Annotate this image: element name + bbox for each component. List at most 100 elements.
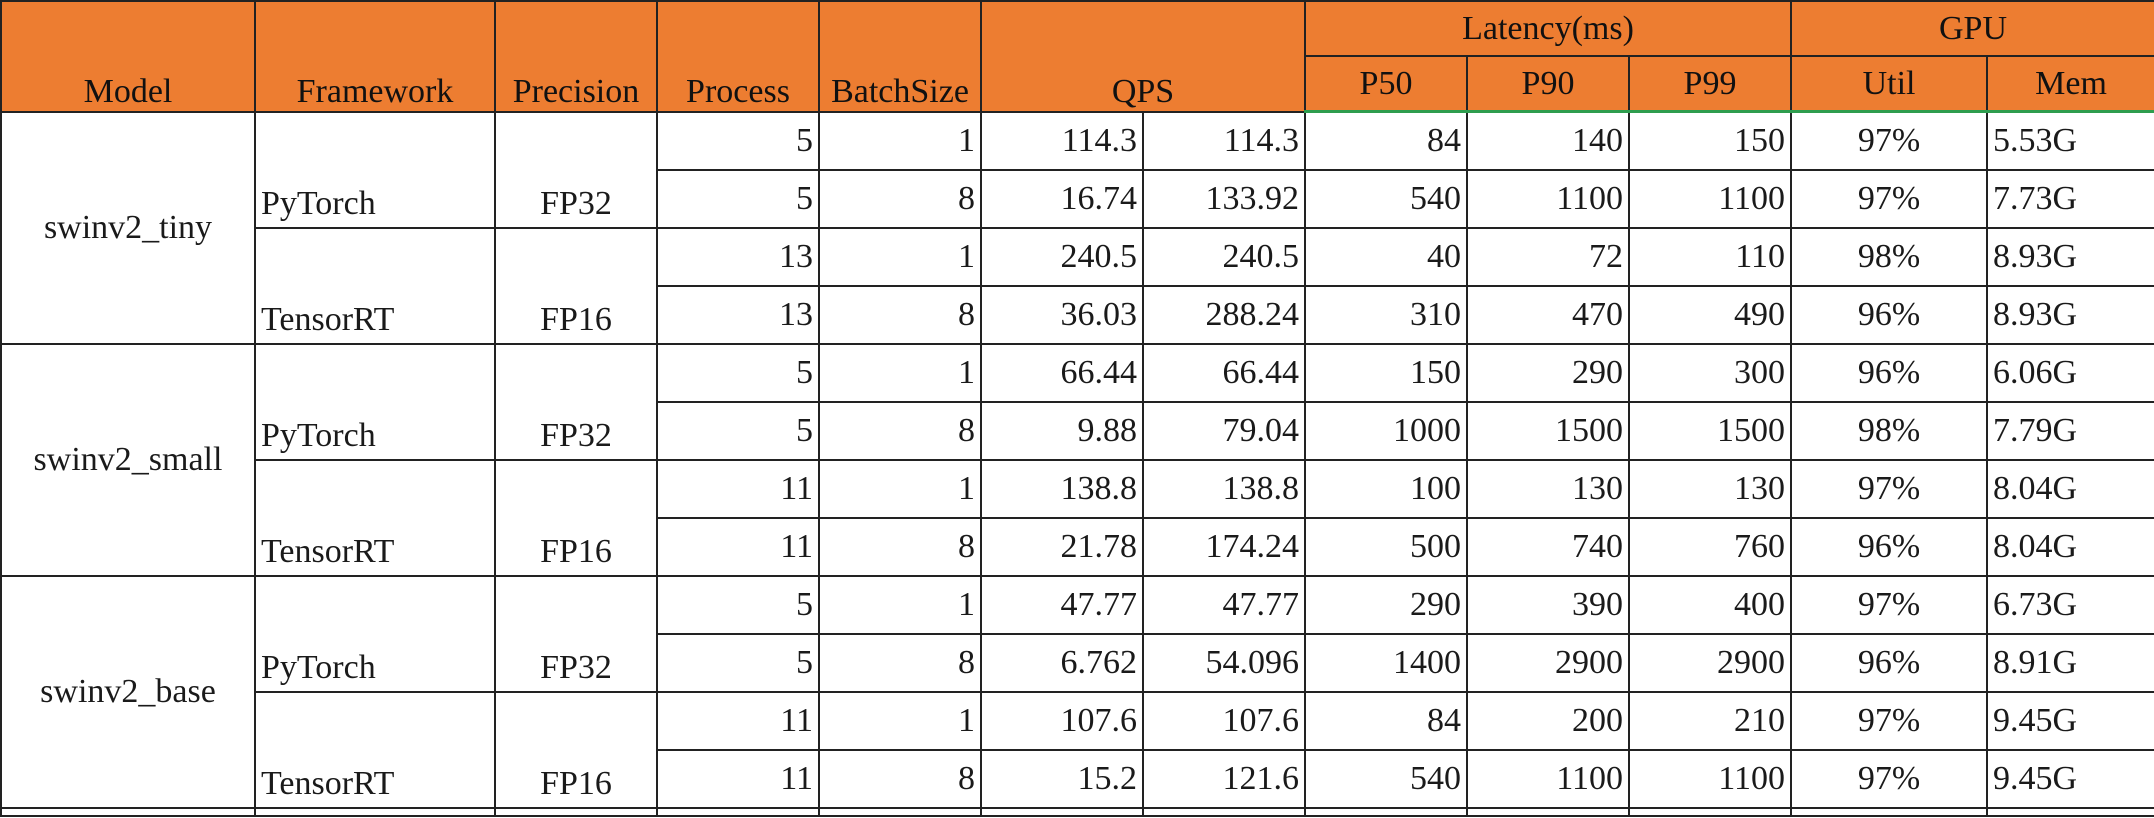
gpu-mem-cell: 7.79G [1986, 401, 2154, 461]
p50-cell: 290 [1304, 575, 1468, 635]
qps-cell: 66.44 [980, 343, 1144, 403]
qps-total-cell: 138.8 [1142, 459, 1306, 519]
qps-cell: 107.6 [980, 691, 1144, 751]
gpu-mem-cell: 6.73G [1986, 575, 2154, 635]
precision-cell: FP16 [494, 459, 658, 577]
p90-cell: 740 [1466, 517, 1630, 577]
p50-cell: 150 [1304, 343, 1468, 403]
framework-cell: PyTorch [254, 343, 496, 461]
batchsize-cell: 1 [818, 110, 982, 171]
precision-cell: FP32 [494, 575, 658, 693]
qps-total-cell: 114.3 [1142, 110, 1306, 171]
header-process: Process [656, 0, 820, 113]
p99-cell: 2900 [1627, 633, 1793, 693]
gpu-mem-cell: 9.45G [1986, 691, 2154, 751]
qps-total-cell: 174.24 [1142, 517, 1306, 577]
batchsize-cell: 8 [818, 285, 982, 345]
framework-cell: PyTorch [254, 110, 496, 229]
table-row: swinv2_small PyTorch FP32 5 1 66.44 66.44 150 29… [0, 343, 2154, 577]
p50-cell: 84 [1304, 691, 1468, 751]
p50-cell: 1000 [1304, 401, 1468, 461]
p50-cell: 1400 [1304, 633, 1468, 693]
process-cell: 5 [656, 633, 820, 693]
process-cell: 5 [656, 343, 820, 403]
p99-cell: 300 [1627, 343, 1793, 403]
framework-cell: TensorRT [254, 227, 496, 345]
empty-cell [1466, 807, 1630, 817]
gpu-util-cell: 96% [1790, 285, 1989, 345]
gpu-util-cell: 96% [1790, 633, 1989, 693]
empty-cell [0, 807, 256, 817]
table-row: TensorRT FP16 11 1 138.8 138.8 100 130 130 97% 8.0… [1, 459, 2154, 577]
empty-cell [818, 807, 982, 817]
framework-cell: PyTorch [254, 575, 496, 693]
p90-cell: 1100 [1466, 169, 1630, 229]
p50-cell: 40 [1304, 227, 1468, 287]
p90-cell: 200 [1466, 691, 1630, 751]
p90-cell: 72 [1466, 227, 1630, 287]
qps-cell: 21.78 [980, 517, 1144, 577]
process-cell: 11 [656, 749, 820, 809]
gpu-mem-cell: 9.45G [1986, 749, 2154, 809]
precision-cell: FP16 [494, 227, 658, 345]
gpu-mem-cell: 8.04G [1986, 517, 2154, 577]
qps-cell: 16.74 [980, 169, 1144, 229]
table-row: swinv2_tiny PyTorch FP32 5 1 114.3 114.3 84 140 1… [0, 110, 2154, 345]
empty-cell [1627, 807, 1793, 817]
process-cell: 13 [656, 227, 820, 287]
batchsize-cell: 1 [818, 691, 982, 751]
precision-cell: FP32 [494, 343, 658, 461]
empty-cell [656, 807, 820, 817]
gpu-util-cell: 98% [1790, 227, 1989, 287]
header-util: Util [1790, 55, 1989, 113]
table-row: 5 8 6.762 54.096 1400 2900 2900 96% 8.91G [1, 633, 2154, 693]
gpu-mem-cell: 8.91G [1986, 633, 2154, 693]
table-row: 11 8 21.78 174.24 500 740 760 96% 8.04G [1, 517, 2154, 577]
p90-cell: 2900 [1466, 633, 1630, 693]
header-gpu: GPU [1790, 0, 2154, 57]
framework-cell: TensorRT [254, 691, 496, 809]
qps-cell: 240.5 [980, 227, 1144, 287]
process-cell: 13 [656, 285, 820, 345]
gpu-mem-cell: 8.04G [1986, 459, 2154, 519]
table-row: TensorRT FP16 13 1 240.5 240.5 40 72 110 98% 8.93G [1, 227, 2154, 345]
p99-cell: 110 [1627, 227, 1793, 287]
process-cell: 11 [656, 691, 820, 751]
header-p90: P90 [1466, 55, 1630, 113]
process-cell: 5 [656, 401, 820, 461]
qps-total-cell: 107.6 [1142, 691, 1306, 751]
batchsize-cell: 1 [818, 343, 982, 403]
p50-cell: 310 [1304, 285, 1468, 345]
table-row: 13 8 36.03 288.24 310 470 490 96% 8.93G [1, 285, 2154, 345]
gpu-util-cell: 97% [1790, 110, 1989, 171]
p50-cell: 100 [1304, 459, 1468, 519]
process-cell: 5 [656, 169, 820, 229]
p90-cell: 130 [1466, 459, 1630, 519]
empty-cell [1142, 807, 1306, 817]
p99-cell: 130 [1627, 459, 1793, 519]
batchsize-cell: 1 [818, 227, 982, 287]
table-row: 5 8 9.88 79.04 1000 1500 1500 98% 7.79G [1, 401, 2154, 461]
gpu-util-cell: 96% [1790, 343, 1989, 403]
qps-cell: 15.2 [980, 749, 1144, 809]
gpu-mem-cell: 5.53G [1986, 110, 2154, 171]
batchsize-cell: 8 [818, 633, 982, 693]
gpu-util-cell: 97% [1790, 459, 1989, 519]
empty-cell [1986, 807, 2154, 817]
p90-cell: 1500 [1466, 401, 1630, 461]
p50-cell: 84 [1304, 110, 1468, 171]
precision-cell: FP32 [494, 110, 658, 229]
header-precision: Precision [494, 0, 658, 113]
gpu-util-cell: 96% [1790, 517, 1989, 577]
batchsize-cell: 1 [818, 459, 982, 519]
gpu-mem-cell: 8.93G [1986, 285, 2154, 345]
header-p99: P99 [1627, 55, 1793, 113]
qps-cell: 47.77 [980, 575, 1144, 635]
batchsize-cell: 8 [818, 169, 982, 229]
empty-cell [1304, 807, 1468, 817]
table-row-clipped [0, 807, 2154, 817]
p99-cell: 400 [1627, 575, 1793, 635]
gpu-mem-cell: 6.06G [1986, 343, 2154, 403]
gpu-util-cell: 97% [1790, 169, 1989, 229]
